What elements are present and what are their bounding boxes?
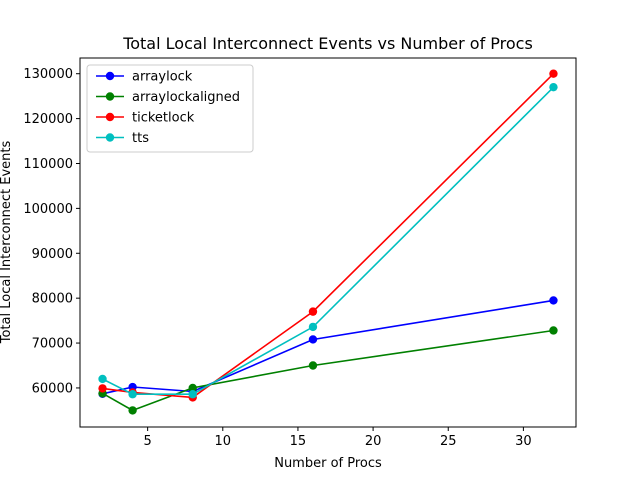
data-point-tts — [188, 390, 197, 399]
data-point-arraylock — [549, 296, 558, 305]
data-point-tts — [308, 322, 318, 332]
y-axis: 60000 70000 80000 90000 100000 110000 120000 13… — [23, 67, 80, 396]
series-layer — [98, 69, 558, 415]
y-tick-label: 70000 — [32, 337, 73, 352]
legend-swatch-marker — [105, 92, 115, 101]
data-point-tts — [128, 390, 137, 399]
legend-swatch-marker — [105, 133, 115, 142]
x-tick-label: 30 — [515, 434, 532, 449]
chart-title: Total Local Interconnect Events vs Numbe… — [122, 34, 533, 53]
y-tick-label: 130000 — [23, 67, 73, 82]
x-tick-label: 10 — [215, 434, 232, 449]
data-point-arraylockaligned — [188, 383, 197, 393]
legend-label: ticketlock — [132, 111, 195, 126]
y-tick-label: 60000 — [32, 381, 73, 396]
x-tick-label: 25 — [440, 434, 457, 449]
y-tick-label: 100000 — [23, 202, 73, 217]
x-tick-label: 5 — [143, 434, 151, 449]
legend-box — [86, 64, 254, 153]
legend-label: tts — [132, 131, 149, 146]
data-point-ticketlock — [98, 384, 107, 393]
y-axis-label: Total Local Interconnect Events — [0, 141, 14, 345]
data-point-ticketlock — [549, 69, 558, 78]
legend-item-arraylock: arraylock — [96, 70, 193, 85]
y-tick-label: 80000 — [32, 292, 73, 307]
data-point-arraylockaligned — [308, 361, 318, 370]
y-tick-label: 110000 — [23, 157, 73, 172]
legend-swatch-marker — [105, 71, 115, 81]
legend-item-arraylockaligned: arraylockaligned — [96, 90, 240, 105]
legend-item-ticketlock: ticketlock — [96, 111, 195, 126]
x-axis: 5 10 15 20 25 30 — [143, 427, 532, 449]
y-tick-label: 90000 — [32, 247, 73, 262]
data-point-tts — [549, 82, 558, 92]
data-point-arraylockaligned — [128, 406, 137, 415]
series-tts — [98, 82, 558, 399]
legend-item-tts: tts — [96, 131, 149, 146]
legend-label: arraylock — [132, 70, 193, 85]
x-axis-label: Number of Procs — [274, 456, 382, 471]
x-tick-label: 15 — [290, 434, 307, 449]
legend: arraylock arraylockaligned ticketlock tts — [86, 64, 254, 153]
data-point-arraylock — [308, 335, 318, 344]
data-point-arraylockaligned — [549, 326, 558, 335]
data-point-tts — [98, 374, 107, 384]
y-tick-label: 120000 — [23, 112, 73, 127]
data-point-ticketlock — [308, 307, 318, 316]
x-tick-label: 20 — [365, 434, 382, 449]
legend-swatch-marker — [105, 112, 115, 122]
legend-label: arraylockaligned — [132, 90, 240, 105]
